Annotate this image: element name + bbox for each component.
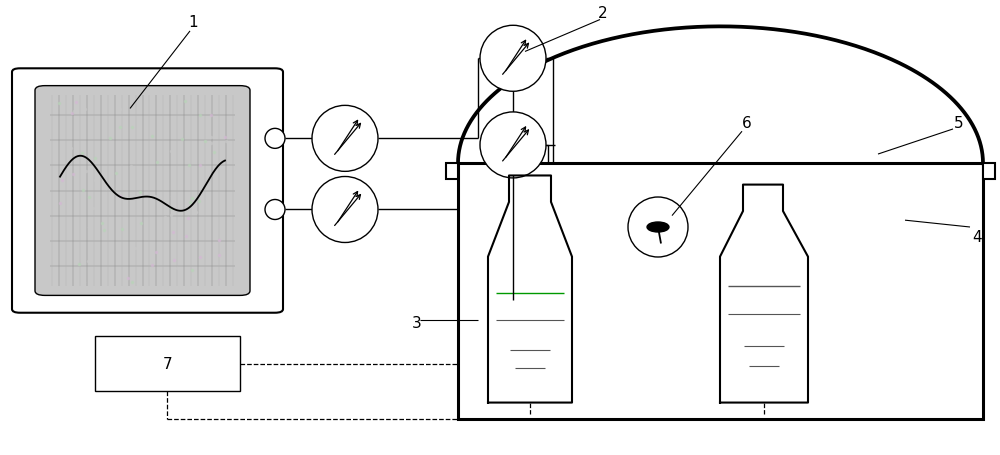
Ellipse shape xyxy=(480,113,546,178)
Polygon shape xyxy=(488,176,572,403)
Bar xyxy=(983,164,995,180)
Bar xyxy=(458,164,983,419)
Text: 3: 3 xyxy=(412,316,422,331)
Ellipse shape xyxy=(312,106,378,172)
FancyBboxPatch shape xyxy=(12,69,283,313)
Ellipse shape xyxy=(312,177,378,243)
Text: 5: 5 xyxy=(954,116,964,131)
Ellipse shape xyxy=(480,26,546,92)
Text: 6: 6 xyxy=(742,116,752,131)
Bar xyxy=(446,164,458,180)
FancyBboxPatch shape xyxy=(35,86,250,296)
Text: 4: 4 xyxy=(972,229,982,244)
Ellipse shape xyxy=(265,200,285,220)
Text: 2: 2 xyxy=(598,6,608,21)
Text: 7: 7 xyxy=(163,357,172,371)
Circle shape xyxy=(647,222,669,233)
Polygon shape xyxy=(720,185,808,403)
Text: 1: 1 xyxy=(188,15,198,30)
Ellipse shape xyxy=(628,197,688,258)
Ellipse shape xyxy=(265,129,285,149)
Bar xyxy=(95,337,240,391)
